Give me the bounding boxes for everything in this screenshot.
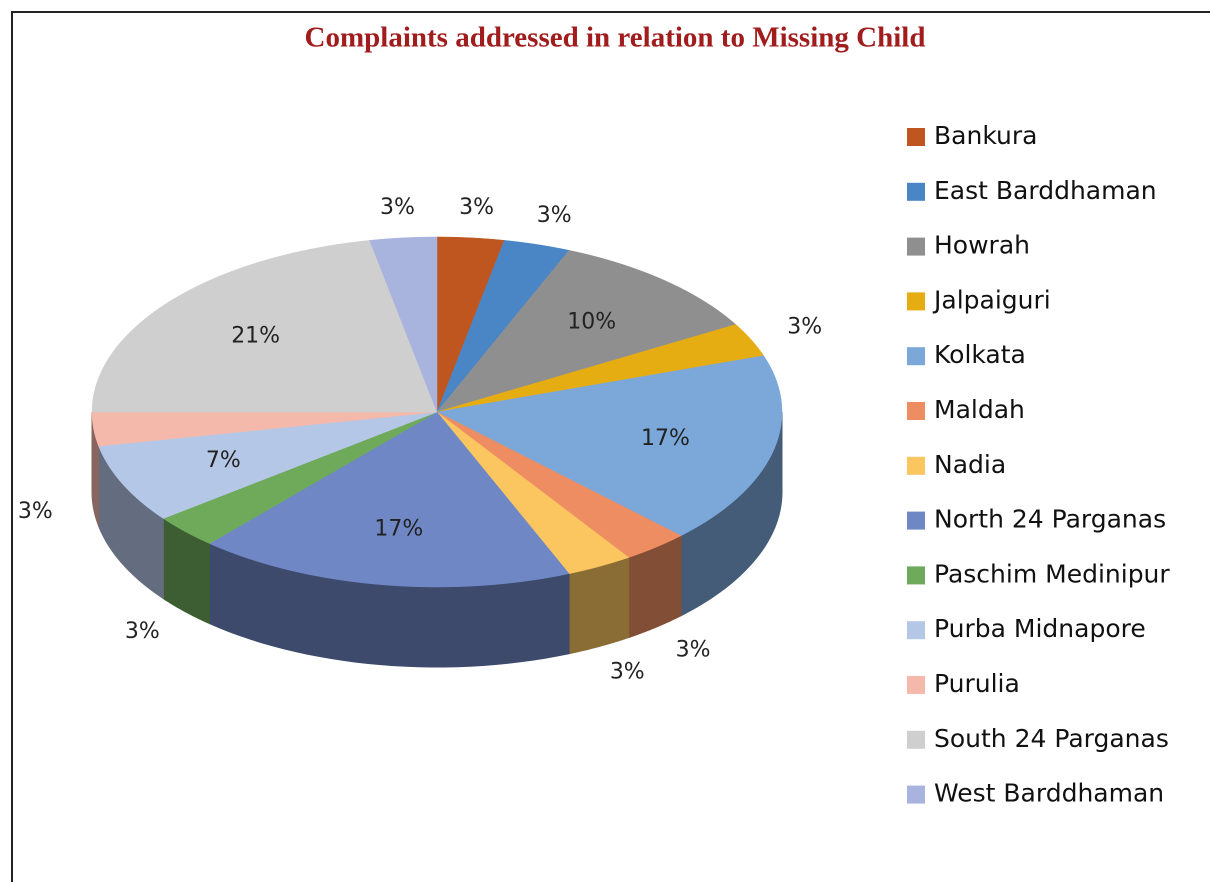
legend-swatch	[907, 785, 925, 804]
slice	[436, 355, 783, 537]
data-label: 3%	[610, 660, 645, 685]
slice	[436, 236, 505, 413]
legend-label: Purba Midnapore	[934, 614, 1146, 643]
slice	[98, 411, 438, 519]
legend-label: South 24 Parganas	[934, 724, 1169, 753]
frame	[11, 11, 1210, 882]
legend-swatch	[907, 292, 925, 311]
slice	[436, 411, 682, 558]
legend-label: West Barddhaman	[934, 779, 1164, 808]
legend-label: Jalpaiguri	[932, 285, 1051, 314]
legend-label: Paschim Medinipur	[934, 559, 1170, 588]
legend-swatch	[907, 730, 925, 749]
legend-label: Nadia	[934, 450, 1006, 479]
legend-swatch	[907, 566, 925, 585]
legend-label: Bankura	[934, 121, 1037, 150]
data-label: 7%	[206, 448, 241, 473]
legend-label: Kolkata	[934, 340, 1026, 369]
legend-label: Maldah	[934, 395, 1025, 424]
legend-swatch	[907, 456, 925, 475]
slice	[436, 411, 630, 574]
legend-swatch	[907, 128, 925, 146]
data-label: 3%	[125, 619, 160, 644]
data-label: 3%	[459, 195, 494, 220]
data-label: 17%	[641, 426, 690, 451]
legend-swatch	[907, 237, 925, 256]
slice	[162, 411, 438, 544]
legend-swatch	[907, 676, 925, 694]
data-label: 3%	[676, 637, 711, 662]
legend-label: East Barddhaman	[934, 176, 1157, 205]
slice	[436, 250, 737, 413]
data-label: 3%	[380, 195, 415, 220]
slice	[91, 240, 438, 413]
legend-swatch	[907, 511, 925, 530]
legend-label: Purulia	[934, 669, 1020, 698]
data-label: 17%	[374, 516, 423, 541]
slice	[91, 411, 438, 447]
data-label: 10%	[567, 310, 616, 335]
legend-swatch	[907, 347, 925, 366]
legend-swatch	[907, 182, 925, 201]
data-label: 3%	[537, 203, 572, 228]
legend-label: Howrah	[934, 231, 1030, 260]
slice	[436, 240, 570, 413]
legend-label: North 24 Parganas	[934, 505, 1166, 534]
slice	[436, 324, 765, 413]
data-label: 3%	[18, 499, 53, 524]
slice	[369, 236, 438, 413]
data-label: 3%	[787, 314, 822, 339]
slice	[208, 411, 570, 588]
legend-swatch	[907, 621, 925, 640]
legend-swatch	[907, 402, 925, 420]
chart-title: Complaints addressed in relation to Miss…	[305, 22, 926, 54]
data-label: 21%	[231, 324, 280, 349]
